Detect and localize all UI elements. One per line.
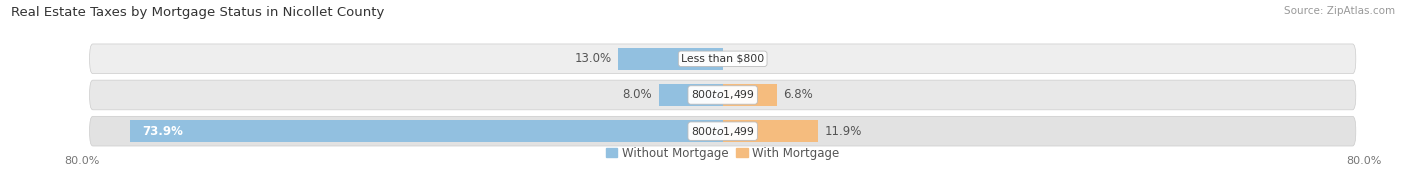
Text: 73.9%: 73.9% (142, 125, 183, 138)
Text: 0.1%: 0.1% (730, 52, 759, 65)
Bar (619, 48, 723, 70)
Text: $800 to $1,499: $800 to $1,499 (690, 125, 755, 138)
Text: $800 to $1,499: $800 to $1,499 (690, 88, 755, 102)
Bar (131, 120, 723, 142)
Legend: Without Mortgage, With Mortgage: Without Mortgage, With Mortgage (605, 146, 841, 161)
FancyBboxPatch shape (90, 80, 1355, 110)
Text: Source: ZipAtlas.com: Source: ZipAtlas.com (1284, 6, 1395, 16)
FancyBboxPatch shape (90, 44, 1355, 74)
Bar (658, 84, 723, 106)
Text: Real Estate Taxes by Mortgage Status in Nicollet County: Real Estate Taxes by Mortgage Status in … (11, 6, 385, 19)
Text: 11.9%: 11.9% (824, 125, 862, 138)
Text: Less than $800: Less than $800 (681, 54, 765, 64)
Bar (723, 84, 778, 106)
Text: 6.8%: 6.8% (783, 88, 813, 102)
Text: 8.0%: 8.0% (623, 88, 652, 102)
FancyBboxPatch shape (90, 116, 1355, 146)
Text: 13.0%: 13.0% (575, 52, 612, 65)
Bar (723, 120, 818, 142)
